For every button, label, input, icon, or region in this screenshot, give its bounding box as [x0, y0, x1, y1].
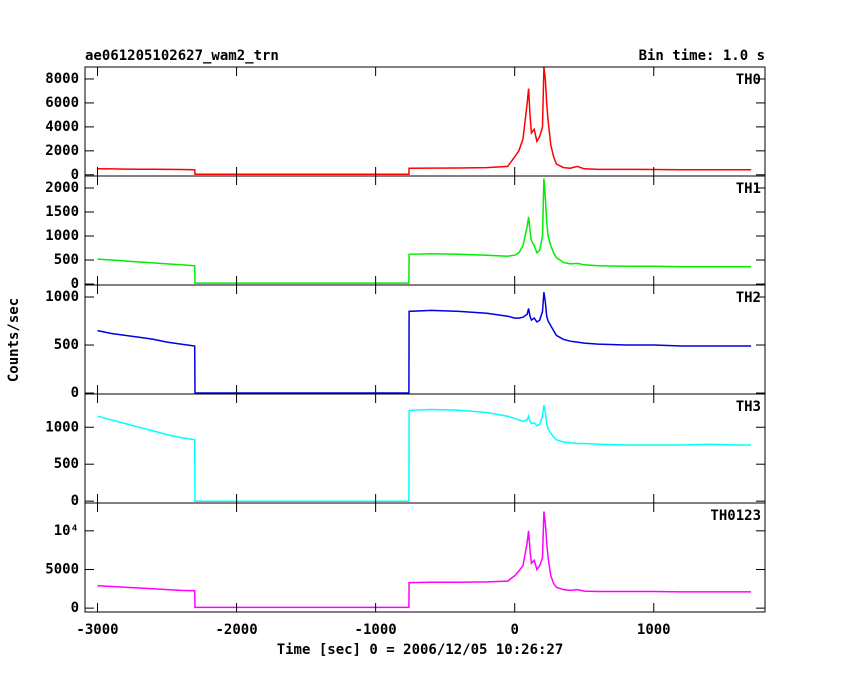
- x-tick-label: -2000: [215, 622, 257, 638]
- panel-frame: [84, 66, 766, 177]
- y-tick-label: 4000: [45, 119, 79, 135]
- y-tick-label: 0: [71, 167, 79, 183]
- y-tick-label: 0: [71, 600, 79, 616]
- y-tick-label: 1000: [45, 228, 79, 244]
- panel-label: TH3: [736, 399, 761, 415]
- y-tick-label: 2000: [45, 180, 79, 196]
- y-tick-label: 1000: [45, 289, 79, 305]
- panel-label: TH2: [736, 290, 761, 306]
- y-tick-label: 500: [54, 337, 79, 353]
- series-line: [97, 178, 752, 284]
- x-axis-label: Time [sec] 0 = 2006/12/05 10:26:27: [277, 642, 564, 658]
- chart-subtitle: Bin time: 1.0 s: [639, 48, 765, 64]
- y-tick-label: 5000: [45, 561, 79, 577]
- x-tick-label: -1000: [355, 622, 397, 638]
- chart-title: ae061205102627_wam2_trn: [85, 48, 279, 64]
- panel-label: TH0: [736, 72, 761, 88]
- y-tick-label: 0: [71, 276, 79, 292]
- y-tick-label: 1000: [45, 419, 79, 435]
- series-line: [97, 66, 752, 175]
- y-tick-label: 0: [71, 493, 79, 509]
- x-tick-label: 0: [510, 622, 518, 638]
- panel-frame: [84, 284, 766, 395]
- x-tick-label: -3000: [76, 622, 118, 638]
- y-tick-label: 8000: [45, 71, 79, 87]
- series-line: [97, 404, 752, 502]
- y-tick-label: 10⁴: [54, 523, 79, 539]
- y-tick-label: 0: [71, 385, 79, 401]
- y-tick-label: 1500: [45, 204, 79, 220]
- y-axis-label: Counts/sec: [6, 298, 22, 382]
- panel-frame: [84, 175, 766, 286]
- y-tick-label: 500: [54, 456, 79, 472]
- panel-label: TH1: [736, 181, 761, 197]
- y-tick-label: 6000: [45, 95, 79, 111]
- series-line: [97, 292, 752, 394]
- x-tick-label: 1000: [637, 622, 671, 638]
- series-line: [97, 511, 752, 609]
- panel-frame: [84, 502, 766, 613]
- y-tick-label: 2000: [45, 143, 79, 159]
- panel-label: TH0123: [710, 508, 761, 524]
- y-tick-label: 500: [54, 252, 79, 268]
